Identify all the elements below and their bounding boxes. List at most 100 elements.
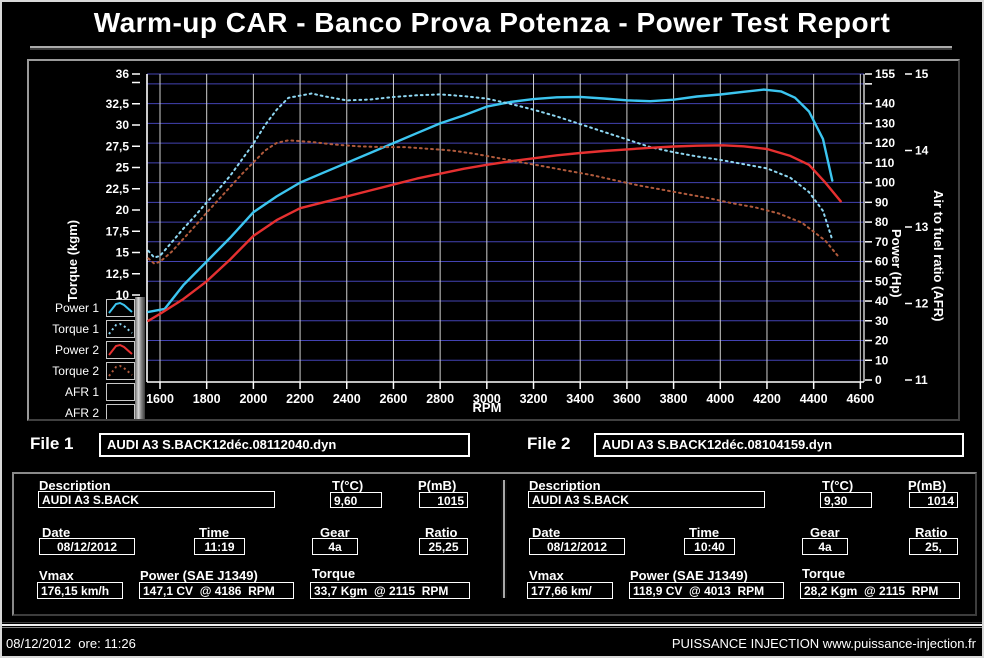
file2-date-field[interactable]: 08/12/2012 xyxy=(529,538,625,555)
rpm-axis-title: RPM xyxy=(472,400,502,415)
file2-pressure-field[interactable]: 1014 xyxy=(909,492,958,508)
svg-text:2200: 2200 xyxy=(286,392,314,406)
file1-time-field[interactable]: 11:19 xyxy=(194,538,245,555)
file1-torque-field[interactable]: 33,7 Kgm @ 2115 RPM xyxy=(310,582,470,599)
legend-sample-power-2 xyxy=(106,340,135,359)
svg-text:30: 30 xyxy=(875,314,889,328)
svg-text:4600: 4600 xyxy=(846,392,874,406)
svg-text:12: 12 xyxy=(915,297,929,311)
svg-text:4000: 4000 xyxy=(706,392,734,406)
legend-sample-afr-1 xyxy=(106,382,135,401)
curve-power-2 xyxy=(147,144,842,322)
file2-power-field[interactable]: 118,9 CV @ 4013 RPM xyxy=(629,582,784,599)
svg-text:3000: 3000 xyxy=(473,392,501,406)
svg-text:20: 20 xyxy=(116,203,130,217)
legend-item-afr-2[interactable]: AFR 2 xyxy=(32,402,135,420)
file2-ratio-label: Ratio xyxy=(915,525,948,540)
footer-divider-light xyxy=(2,624,982,626)
file2-description-field[interactable]: AUDI A3 S.BACK xyxy=(528,491,765,508)
legend-item-power-1[interactable]: Power 1 xyxy=(32,297,135,318)
svg-text:3800: 3800 xyxy=(660,392,688,406)
file1-description-field[interactable]: AUDI A3 S.BACK xyxy=(38,491,275,508)
file1-torque-label: Torque xyxy=(312,566,356,581)
svg-text:4400: 4400 xyxy=(800,392,828,406)
file1-gear-label: Gear xyxy=(320,525,350,540)
file2-torque-label: Torque xyxy=(802,566,846,581)
legend-label: Power 1 xyxy=(54,300,99,315)
power-axis-title: Power (Hp) xyxy=(889,228,904,298)
legend-sample-power-1 xyxy=(106,298,135,317)
svg-text:12,5: 12,5 xyxy=(106,267,130,281)
file1-pressure-field[interactable]: 1015 xyxy=(419,492,468,508)
file1-date-field[interactable]: 08/12/2012 xyxy=(39,538,135,555)
svg-text:155: 155 xyxy=(875,67,895,81)
file1-ratio-label: Ratio xyxy=(425,525,458,540)
file1-power-field[interactable]: 147,1 CV @ 4186 RPM xyxy=(139,582,294,599)
svg-text:3600: 3600 xyxy=(613,392,641,406)
afr-axis-title: Air to fuel ratio (AFR) xyxy=(931,190,946,322)
svg-text:15: 15 xyxy=(915,67,929,81)
file2-vmax-field[interactable]: 177,66 km/ xyxy=(527,582,613,599)
svg-text:1800: 1800 xyxy=(193,392,221,406)
legend-label: Torque 2 xyxy=(52,363,99,378)
svg-text:120: 120 xyxy=(875,136,895,150)
svg-text:10: 10 xyxy=(875,353,889,367)
chart-legend: Power 1 Torque 1 Power 2 Torque 2 AFR 1 … xyxy=(32,297,135,420)
svg-text:140: 140 xyxy=(875,97,895,111)
svg-text:0: 0 xyxy=(875,373,882,387)
file2-temp-field[interactable]: 9,30 xyxy=(820,492,872,508)
svg-text:2000: 2000 xyxy=(239,392,267,406)
svg-text:17,5: 17,5 xyxy=(106,224,130,238)
svg-text:32,5: 32,5 xyxy=(106,97,130,111)
file1-power-label: Power (SAE J1349) xyxy=(140,568,258,583)
svg-text:130: 130 xyxy=(875,116,895,130)
file1-label: File 1 xyxy=(30,434,74,453)
svg-text:22,5: 22,5 xyxy=(106,182,130,196)
legend-item-power-2[interactable]: Power 2 xyxy=(32,339,135,360)
file1-vmax-field[interactable]: 176,15 km/h xyxy=(37,582,123,599)
page-title: Warm-up CAR - Banco Prova Potenza - Powe… xyxy=(93,7,891,38)
file1-time-label: Time xyxy=(199,525,230,540)
dyno-chart-panel: 36 32,5 30 27,5 25 22,5 20 17,5 15 12,5 10 155 140 13… xyxy=(27,59,960,421)
svg-text:3400: 3400 xyxy=(566,392,594,406)
svg-text:60: 60 xyxy=(875,255,889,269)
footer-datetime: 08/12/2012 ore: 11:26 xyxy=(6,636,136,651)
svg-text:4200: 4200 xyxy=(753,392,781,406)
curve-torque-2 xyxy=(147,139,841,265)
legend-item-torque-1[interactable]: Torque 1 xyxy=(32,318,135,339)
svg-text:14: 14 xyxy=(915,144,929,158)
file2-filename-field[interactable]: AUDI A3 S.BACK12déc.08104159.dyn xyxy=(594,433,964,457)
file2-gear-label: Gear xyxy=(810,525,840,540)
panel-divider xyxy=(501,480,507,598)
file2-gear-field[interactable]: 4a xyxy=(802,538,848,555)
file2-pressure-label: P(mB) xyxy=(908,478,947,493)
file-details-panel: Description AUDI A3 S.BACK T(°C) 9,60 P(… xyxy=(12,472,977,616)
file2-ratio-field[interactable]: 25, xyxy=(909,538,958,555)
file2-temp-label: T(°C) xyxy=(822,478,854,493)
svg-text:80: 80 xyxy=(875,215,889,229)
legend-item-torque-2[interactable]: Torque 2 xyxy=(32,360,135,381)
legend-item-afr-1[interactable]: AFR 1 xyxy=(32,381,135,402)
title-divider xyxy=(30,46,952,50)
svg-text:1600: 1600 xyxy=(146,392,174,406)
file1-temp-field[interactable]: 9,60 xyxy=(330,492,382,508)
file2-date-label: Date xyxy=(532,525,561,540)
legend-label: Power 2 xyxy=(54,342,99,357)
legend-label: AFR 2 xyxy=(64,405,99,420)
file1-pressure-label: P(mB) xyxy=(418,478,457,493)
file2-time-field[interactable]: 10:40 xyxy=(684,538,735,555)
file1-filename-field[interactable]: AUDI A3 S.BACK12déc.08112040.dyn xyxy=(99,433,470,457)
curve-torque-1 xyxy=(147,92,834,259)
legend-sample-afr-2 xyxy=(106,403,135,419)
footer-divider-dark xyxy=(2,622,982,623)
svg-text:90: 90 xyxy=(875,195,889,209)
curve-power-1 xyxy=(147,88,834,314)
svg-text:27,5: 27,5 xyxy=(106,139,130,153)
svg-text:110: 110 xyxy=(875,156,895,170)
file1-ratio-field[interactable]: 25,25 xyxy=(419,538,468,555)
svg-text:11: 11 xyxy=(915,373,928,387)
file2-label: File 2 xyxy=(527,434,571,453)
file1-gear-field[interactable]: 4a xyxy=(312,538,358,555)
file2-torque-field[interactable]: 28,2 Kgm @ 2115 RPM xyxy=(800,582,960,599)
legend-sample-torque-1 xyxy=(106,319,135,338)
